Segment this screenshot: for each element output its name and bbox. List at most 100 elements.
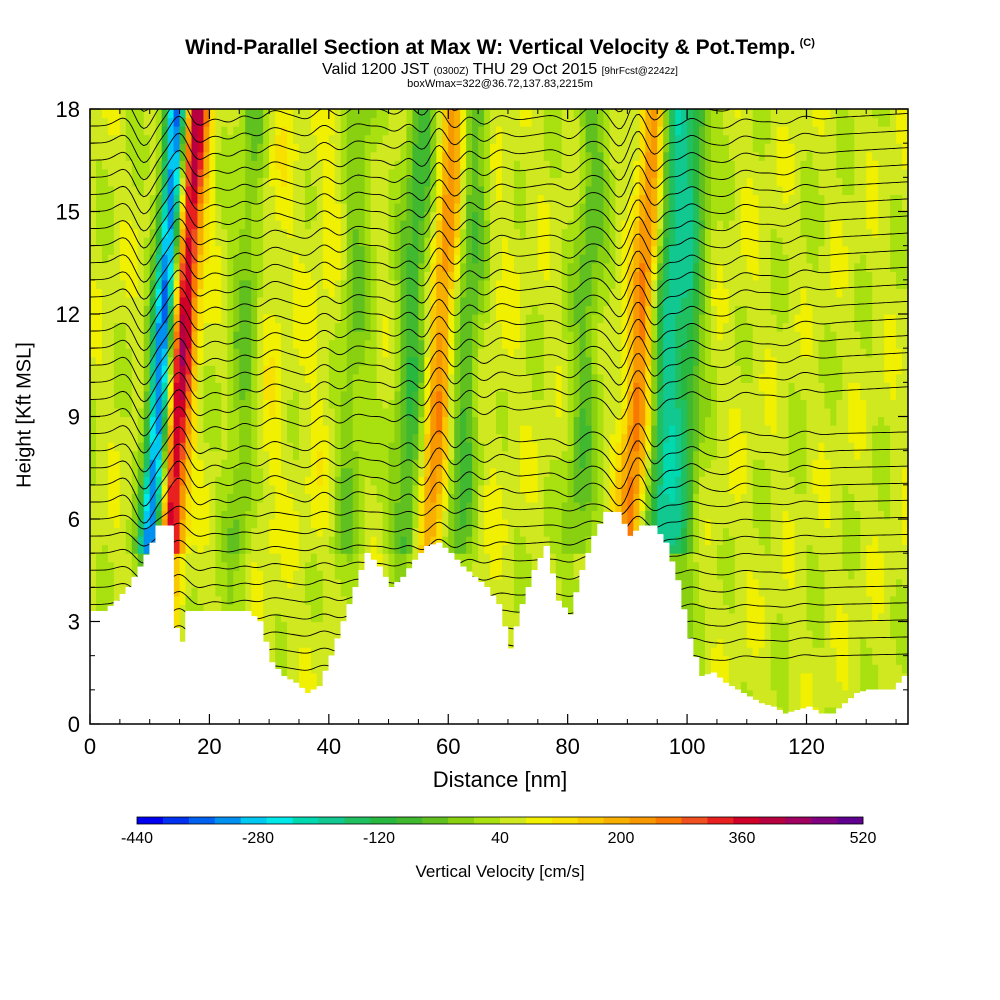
velocity-cell [101,109,109,119]
velocity-cell [101,587,109,597]
velocity-cell [424,519,431,529]
velocity-cell [185,331,193,341]
velocity-cell [316,501,324,512]
velocity-cell [352,390,360,401]
velocity-cell [436,373,443,383]
velocity-cell [161,348,169,358]
velocity-cell [179,373,187,383]
velocity-cell [394,484,402,494]
velocity-cell [424,425,431,435]
velocity-cell [304,143,312,153]
velocity-cell [340,390,348,401]
velocity-cell [310,544,318,554]
velocity-cell [490,296,497,307]
velocity-cell [101,570,109,580]
velocity-cell [245,228,252,238]
velocity-cell [484,356,491,366]
velocity-cell [149,493,157,503]
velocity-cell [334,570,342,580]
velocity-cell [143,442,151,452]
velocity-cell [352,202,360,213]
velocity-cell [394,271,402,281]
velocity-cell [287,407,294,418]
velocity-cell [460,117,467,127]
velocity-cell [418,151,425,161]
velocity-cell [173,407,181,418]
velocity-cell [257,185,264,196]
velocity-cell [107,425,115,435]
velocity-cell [454,544,461,554]
velocity-cell [316,151,324,161]
velocity-cell [185,305,193,315]
velocity-cell [334,365,342,375]
velocity-cell [215,245,222,255]
velocity-cell [125,416,133,426]
velocity-cell [185,604,193,614]
velocity-cell [448,194,455,204]
velocity-cell [358,237,366,247]
velocity-cell [430,271,437,281]
velocity-cell [125,459,133,469]
velocity-cell [143,331,151,341]
velocity-cell [430,425,437,435]
velocity-cell [227,254,234,264]
velocity-cell [376,519,384,529]
velocity-cell [400,467,408,477]
velocity-cell [430,296,437,307]
velocity-cell [472,544,479,554]
velocity-cell [472,185,479,196]
velocity-cell [95,595,103,606]
velocity-cell [496,177,503,187]
velocity-cell [298,501,306,512]
velocity-cell [95,467,103,477]
velocity-cell [215,134,222,144]
velocity-cell [412,314,419,324]
velocity-cell [298,117,306,127]
velocity-cell [496,501,503,512]
velocity-cell [269,390,276,401]
velocity-cell [293,202,300,213]
velocity-cell [334,134,342,144]
velocity-cell [484,544,491,554]
velocity-cell [454,536,461,546]
velocity-cell [263,339,270,349]
velocity-cell [245,151,252,161]
velocity-cell [394,151,402,161]
velocity-cell [460,356,467,366]
velocity-cell [233,527,240,537]
velocity-cell [191,382,199,392]
velocity-cell [275,194,282,204]
velocity-cell [197,416,205,426]
velocity-cell [466,202,473,213]
velocity-cell [281,510,288,520]
velocity-cell [436,279,443,289]
velocity-cell [281,382,288,392]
velocity-cell [275,185,282,196]
velocity-cell [412,151,419,161]
velocity-cell [448,373,455,383]
velocity-cell [155,510,163,520]
velocity-cell [352,262,360,272]
velocity-cell [287,527,294,537]
velocity-cell [179,211,187,221]
velocity-cell [388,220,396,230]
velocity-cell [269,262,276,272]
velocity-cell [197,407,205,418]
velocity-cell [197,185,205,196]
velocity-cell [310,655,318,665]
velocity-cell [149,314,157,324]
velocity-cell [221,390,228,401]
velocity-cell [310,279,318,289]
velocity-cell [149,382,157,392]
velocity-cell [221,561,228,571]
velocity-cell [364,322,372,332]
velocity-cell [406,288,414,298]
velocity-cell [448,237,455,247]
velocity-cell [478,211,485,221]
velocity-cell [352,331,360,341]
velocity-cell [275,621,282,631]
velocity-cell [95,450,103,460]
velocity-cell [90,220,97,230]
velocity-cell [125,553,133,563]
velocity-cell [191,314,199,324]
